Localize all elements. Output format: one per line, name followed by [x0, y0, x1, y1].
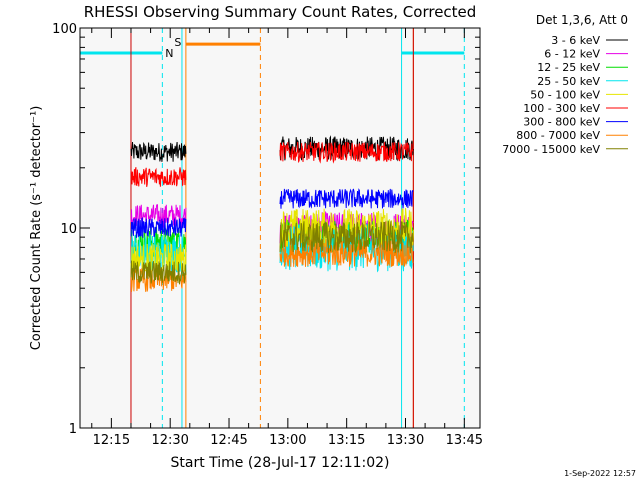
chart-title: RHESSI Observing Summary Count Rates, Co… — [84, 3, 477, 21]
legend-entry-label: 7000 - 15000 keV — [502, 143, 600, 156]
x-tick-label: 12:15 — [93, 433, 130, 448]
legend-entry-label: 100 - 300 keV — [523, 102, 600, 115]
legend-entry-label: 800 - 7000 keV — [516, 129, 600, 142]
x-tick-label: 13:45 — [446, 433, 483, 448]
night-flag-label: N — [165, 47, 173, 60]
series-trace — [130, 260, 187, 285]
series-300-800-keV-group — [130, 188, 414, 238]
series-layer — [130, 135, 414, 292]
y-axis-label: Corrected Count Rate (s⁻¹ detector⁻¹) — [29, 106, 44, 351]
legend-entry-label: 300 - 800 keV — [523, 116, 600, 129]
x-tick-label: 13:30 — [387, 433, 424, 448]
y-tick-label: 100 — [52, 22, 77, 37]
legend-entry-label: 25 - 50 keV — [537, 75, 600, 88]
x-tick-label: 13:15 — [328, 433, 365, 448]
series-100-300-keV-group — [130, 141, 414, 187]
series-trace — [130, 141, 187, 162]
legend-title: Det 1,3,6, Att 0 — [536, 13, 628, 27]
series-trace — [130, 243, 187, 275]
x-tick-label: 13:00 — [269, 433, 306, 448]
series-trace — [130, 167, 187, 187]
legend-entry-label: 12 - 25 keV — [537, 61, 600, 74]
series-trace — [279, 220, 414, 254]
timestamp: 1-Sep-2022 12:57 — [564, 469, 636, 478]
y-tick-label: 10 — [60, 222, 77, 237]
x-axis-label: Start Time (28-Jul-17 12:11:02) — [170, 455, 389, 471]
legend-entry-label: 50 - 100 keV — [530, 88, 600, 101]
x-tick-label: 12:45 — [210, 433, 247, 448]
y-tick-label: 1 — [69, 422, 77, 437]
legend-entry-label: 6 - 12 keV — [544, 48, 600, 61]
series-7000-15000-keV-group — [130, 220, 414, 285]
series-trace — [279, 188, 414, 209]
axes-layer: 12:15 12:30 12:45 13:00 13:15 13:30 13:45 1 10 10… — [52, 22, 483, 448]
series-trace — [279, 239, 414, 267]
saa-flag-label: S — [174, 36, 181, 49]
legend-entry-label: 3 - 6 keV — [551, 34, 600, 47]
series-trace — [130, 217, 187, 238]
series-trace — [130, 204, 187, 229]
series-trace — [279, 141, 414, 164]
x-tick-label: 12:30 — [151, 433, 188, 448]
